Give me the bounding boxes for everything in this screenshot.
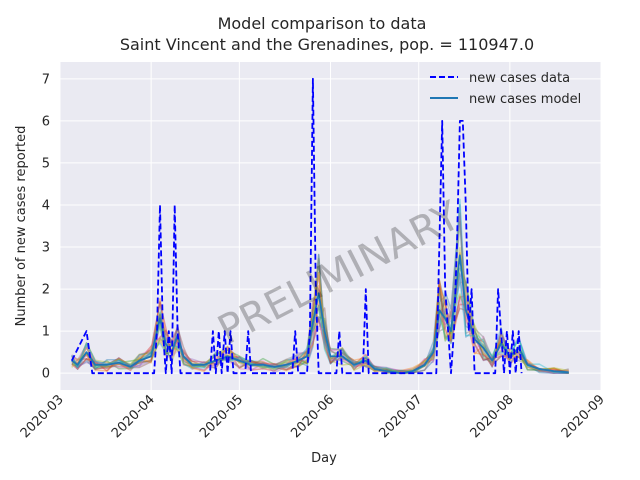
x-tick-label: 2020-04 xyxy=(109,392,158,441)
x-axis-label: Day xyxy=(311,451,337,466)
legend: new cases data new cases model xyxy=(430,71,581,107)
chart-title: Model comparison to data xyxy=(218,14,427,33)
y-axis-label: Number of new cases reported xyxy=(14,126,29,327)
grid xyxy=(59,62,602,390)
y-tick-label: 4 xyxy=(42,198,50,213)
x-tick-label: 2020-06 xyxy=(288,392,337,441)
model-ensemble-line xyxy=(71,295,569,374)
x-tick-label: 2020-03 xyxy=(18,392,67,441)
y-tick-label: 7 xyxy=(42,72,50,87)
legend-label-data: new cases data xyxy=(469,71,570,86)
x-tick-label: 2020-05 xyxy=(197,392,246,441)
y-tick-label: 5 xyxy=(42,156,50,171)
model-ensemble-line xyxy=(71,251,569,373)
series-line-new-cases-data xyxy=(70,77,523,375)
y-tick-label: 2 xyxy=(42,283,50,298)
x-tick-label: 2020-07 xyxy=(377,392,426,441)
legend-label-model: new cases model xyxy=(469,92,581,107)
series-line-new-cases-model xyxy=(71,254,569,375)
x-tick-label: 2020-08 xyxy=(468,392,517,441)
chart-subtitle: Saint Vincent and the Grenadines, pop. =… xyxy=(120,35,534,54)
x-tick-label: 2020-09 xyxy=(559,392,608,441)
y-axis-ticks: 0 1 2 3 4 5 6 7 xyxy=(42,72,50,381)
series xyxy=(70,77,569,375)
y-tick-label: 3 xyxy=(42,241,50,256)
x-axis-ticks: 2020-03 2020-04 2020-05 2020-06 2020-07 2020-… xyxy=(18,392,608,441)
y-tick-label: 1 xyxy=(42,325,50,340)
y-tick-label: 0 xyxy=(42,367,50,382)
y-tick-label: 6 xyxy=(42,114,50,129)
